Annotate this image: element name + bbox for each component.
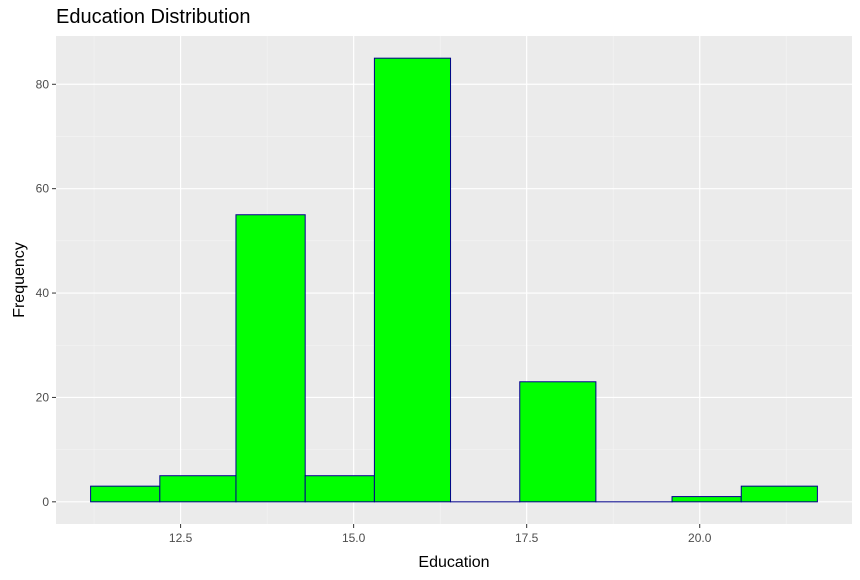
histogram-bar-9 (671, 496, 742, 503)
plot-panel (56, 36, 852, 524)
histogram-bars (90, 57, 818, 503)
x-axis-label: Education (418, 554, 489, 571)
histogram-bar-4 (304, 475, 375, 503)
histogram-bar-5 (373, 57, 452, 503)
histogram-bar-7 (519, 381, 597, 503)
x-tick-label: 15.0 (342, 531, 366, 545)
x-tick-label: 20.0 (688, 531, 712, 545)
histogram-bar-3 (235, 214, 306, 503)
y-axis: 0 20 40 60 80 (36, 77, 56, 509)
x-tick-label: 17.5 (515, 531, 539, 545)
y-tick-label: 60 (36, 182, 50, 196)
y-tick-label: 20 (36, 390, 50, 404)
y-tick-label: 0 (42, 495, 49, 509)
x-tick-label: 12.5 (169, 531, 193, 545)
y-tick-label: 40 (36, 286, 50, 300)
histogram-bar-1 (90, 485, 161, 503)
chart-title: Education Distribution (56, 6, 251, 28)
x-axis: 12.5 15.0 17.5 20.0 (169, 524, 712, 545)
histogram-bar-10 (740, 485, 818, 503)
y-axis-label: Frequency (11, 242, 28, 318)
y-tick-label: 80 (36, 77, 50, 91)
histogram-bar-2 (159, 475, 237, 503)
